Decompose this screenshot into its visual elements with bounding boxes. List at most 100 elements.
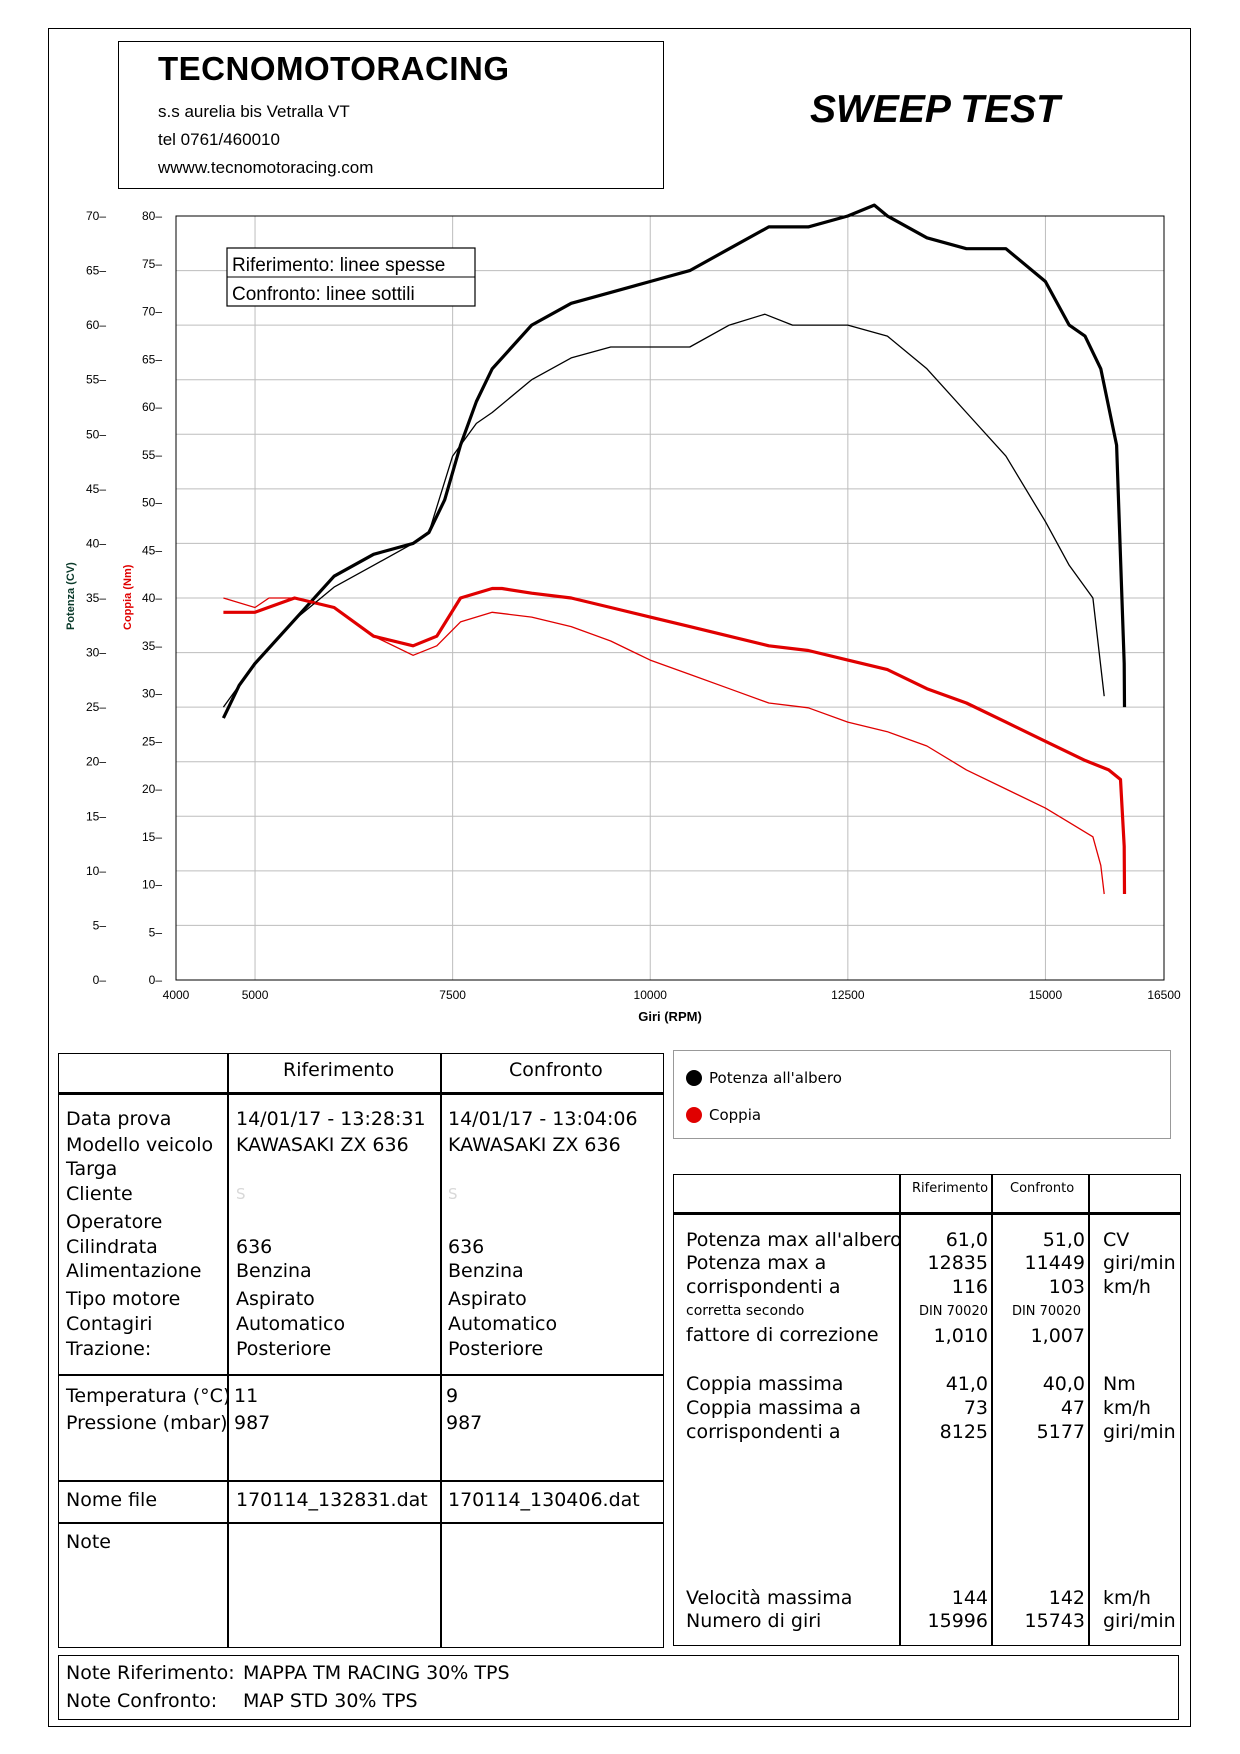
cmp-displacement: 636 [448, 1236, 485, 1258]
cmp-pressure: 987 [446, 1412, 483, 1434]
torque-legend-label: Coppia [709, 1106, 762, 1124]
power-tick-label: 40– [86, 536, 106, 550]
x-tick-label: 4000 [163, 988, 190, 1002]
note-cmp-label: Note Confronto: [66, 1690, 218, 1712]
table-col-divider [991, 1174, 993, 1646]
power-tick-label: 0– [93, 973, 107, 987]
trpm-ref: 8125 [939, 1421, 988, 1443]
torque-tick-label: 55– [142, 448, 162, 462]
note-cmp-text: MAP STD 30% TPS [243, 1690, 418, 1712]
cmp-engine: Aspirato [448, 1288, 527, 1310]
tspeed-cmp: 47 [1060, 1397, 1085, 1419]
note-ref-text: MAPPA TM RACING 30% TPS [243, 1662, 510, 1684]
label-plate: Targa [66, 1158, 118, 1180]
x-tick-label: 16500 [1147, 988, 1181, 1002]
label-client: Cliente [66, 1183, 133, 1205]
power-tick-label: 5– [93, 918, 107, 932]
pmax-cmp: 51,0 [1042, 1229, 1085, 1251]
plot-area-border [175, 215, 1165, 981]
tspeed-ref: 73 [963, 1397, 988, 1419]
power-tick-label: 20– [86, 755, 106, 769]
tspeed-unit: km/h [1103, 1397, 1151, 1419]
ref-client: S [236, 1185, 246, 1203]
label-note: Note [66, 1531, 111, 1553]
tspeed-label: Coppia massima a [686, 1397, 862, 1419]
cmp-date: 14/01/17 - 13:04:06 [448, 1108, 638, 1130]
cmp-client: S [448, 1185, 458, 1203]
ref-file: 170114_132831.dat [236, 1489, 428, 1511]
ref-model: KAWASAKI ZX 636 [236, 1134, 409, 1156]
label-pressure: Pressione (mbar) [66, 1412, 228, 1434]
cmp-file: 170114_130406.dat [448, 1489, 640, 1511]
torque-tick-label: 20– [142, 782, 162, 796]
torque-legend-marker [686, 1107, 702, 1123]
torque-tick-label: 60– [142, 400, 162, 414]
vehicle-info-table [58, 1053, 664, 1648]
cmp-model: KAWASAKI ZX 636 [448, 1134, 621, 1156]
pmax-ref: 61,0 [945, 1229, 988, 1251]
x-tick-label: 7500 [439, 988, 466, 1002]
legend-cmp-text: Confronto: linee sottili [232, 284, 415, 305]
label-fuel: Alimentazione [66, 1260, 202, 1282]
page-frame [48, 28, 1191, 1727]
power-tick-label: 35– [86, 591, 106, 605]
power-line-comparison [222, 313, 1105, 708]
ref-temperature: 11 [234, 1385, 259, 1407]
power-tick-label: 55– [86, 373, 106, 387]
torque-tick-label: 65– [142, 352, 162, 366]
tmax-label: Coppia massima [686, 1373, 844, 1395]
results-table [673, 1174, 1181, 1646]
norm-label: corretta secondo [686, 1303, 805, 1319]
pmax-label: Potenza max all'albero [686, 1229, 902, 1251]
torque-tick-label: 50– [142, 496, 162, 510]
note-ref-label: Note Riferimento: [66, 1662, 235, 1684]
ref-fuel: Benzina [236, 1260, 312, 1282]
power-tick-label: 50– [86, 427, 106, 441]
rpm-ref: 15996 [927, 1610, 988, 1632]
company-address: s.s aurelia bis Vetralla VT [158, 102, 350, 121]
res-col-header-cmp: Confronto [1010, 1181, 1075, 1196]
ref-date: 14/01/17 - 13:28:31 [236, 1108, 426, 1130]
torque-tick-label: 30– [142, 687, 162, 701]
col-header-cmp: Confronto [509, 1059, 603, 1081]
torque-line-comparison [223, 597, 1105, 895]
table-divider [58, 1480, 664, 1482]
ref-drive: Posteriore [236, 1338, 332, 1360]
power-legend-marker [686, 1070, 702, 1086]
torque-tick-label: 5– [149, 925, 163, 939]
pspeed-unit: km/h [1103, 1276, 1151, 1298]
cmp-drive: Posteriore [448, 1338, 544, 1360]
prpm-unit: giri/min [1103, 1252, 1176, 1274]
cmp-temperature: 9 [446, 1385, 459, 1407]
tmax-unit: Nm [1103, 1373, 1136, 1395]
power-tick-label: 15– [86, 809, 106, 823]
label-operator: Operatore [66, 1211, 163, 1233]
report-title: SWEEP TEST [810, 88, 1060, 131]
notes-box [58, 1655, 1179, 1720]
vmax-ref: 144 [951, 1587, 988, 1609]
torque-tick-label: 10– [142, 878, 162, 892]
rpm-cmp: 15743 [1024, 1610, 1085, 1632]
power-tick-label: 10– [86, 864, 106, 878]
y-axis-label-power: Potenza (CV) [65, 562, 77, 630]
table-header-divider [58, 1092, 664, 1095]
chart-grid [176, 216, 1164, 980]
x-tick-label: 5000 [242, 988, 269, 1002]
pspeed-ref: 116 [951, 1276, 988, 1298]
vmax-label: Velocità massima [686, 1587, 853, 1609]
norm-ref: DIN 70020 [918, 1304, 988, 1319]
axis-ticks: 4000 5000 7500 10000 12500 15000 16500 0– 5– 10– 1… [86, 209, 1181, 1002]
ref-pressure: 987 [234, 1412, 271, 1434]
cmp-fuel: Benzina [448, 1260, 524, 1282]
prpm-label: Potenza max a [686, 1252, 827, 1274]
label-file: Nome file [66, 1489, 158, 1511]
ref-tacho: Automatico [236, 1313, 346, 1335]
pspeed-label: corrispondenti a [686, 1276, 841, 1298]
power-tick-label: 65– [86, 264, 106, 278]
torque-tick-label: 40– [142, 591, 162, 605]
torque-tick-label: 25– [142, 734, 162, 748]
power-legend-label: Potenza all'albero [709, 1069, 842, 1087]
label-engine: Tipo motore [66, 1288, 181, 1310]
col-header-ref: Riferimento [283, 1059, 395, 1081]
pspeed-cmp: 103 [1048, 1276, 1085, 1298]
